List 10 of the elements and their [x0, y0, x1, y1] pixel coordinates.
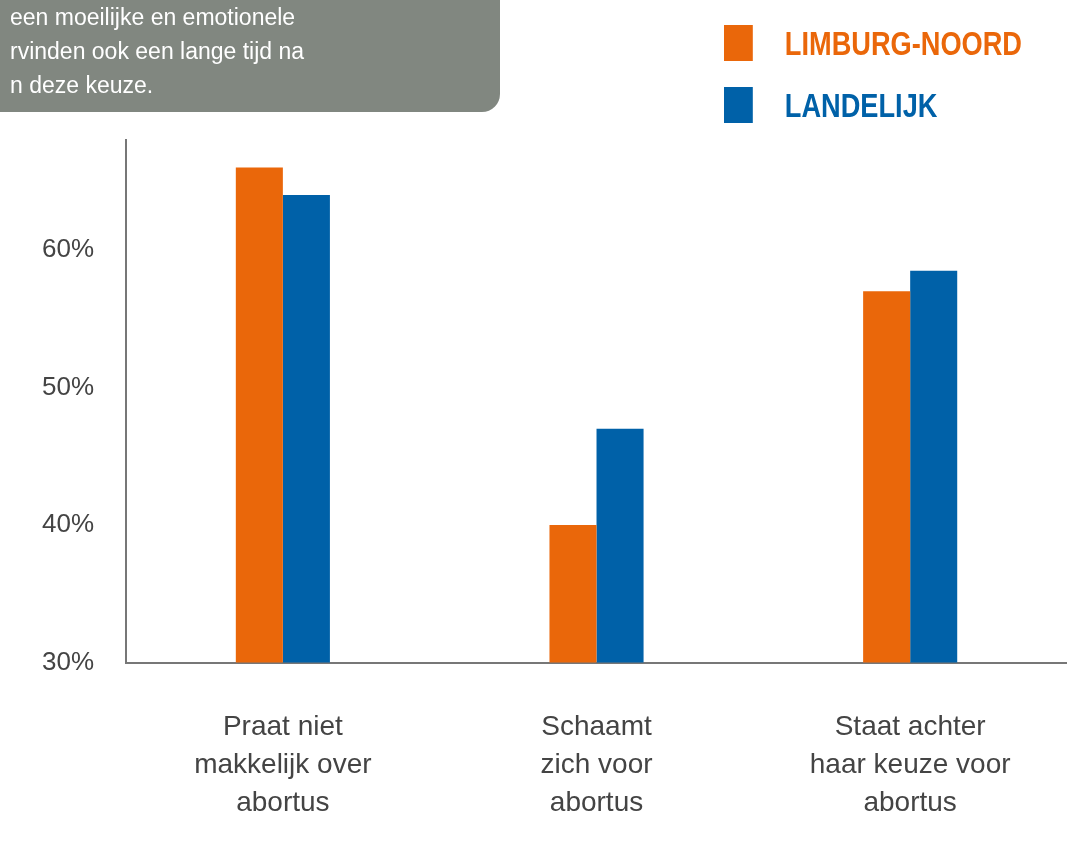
x-tick-label: Schaamt zich voor abortus [540, 710, 653, 817]
x-tick-label: Staat achter haar keuze voor abortus [809, 710, 1011, 817]
y-tick-label: 50% [41, 370, 95, 401]
legend-label: LANDELIJK [784, 85, 938, 125]
x-tick-label: Praat niet makkelijk over abortus [194, 710, 372, 817]
y-tick-label: 30% [41, 645, 95, 676]
y-tick-label: 60% [41, 233, 95, 264]
y-tick-label: 40% [41, 508, 95, 539]
note-box: een moeilijke en emotionele rvinden ook een lange tijd na n deze keuze. [0, 0, 500, 112]
legend-label: LIMBURG-NOORD [784, 23, 1023, 63]
